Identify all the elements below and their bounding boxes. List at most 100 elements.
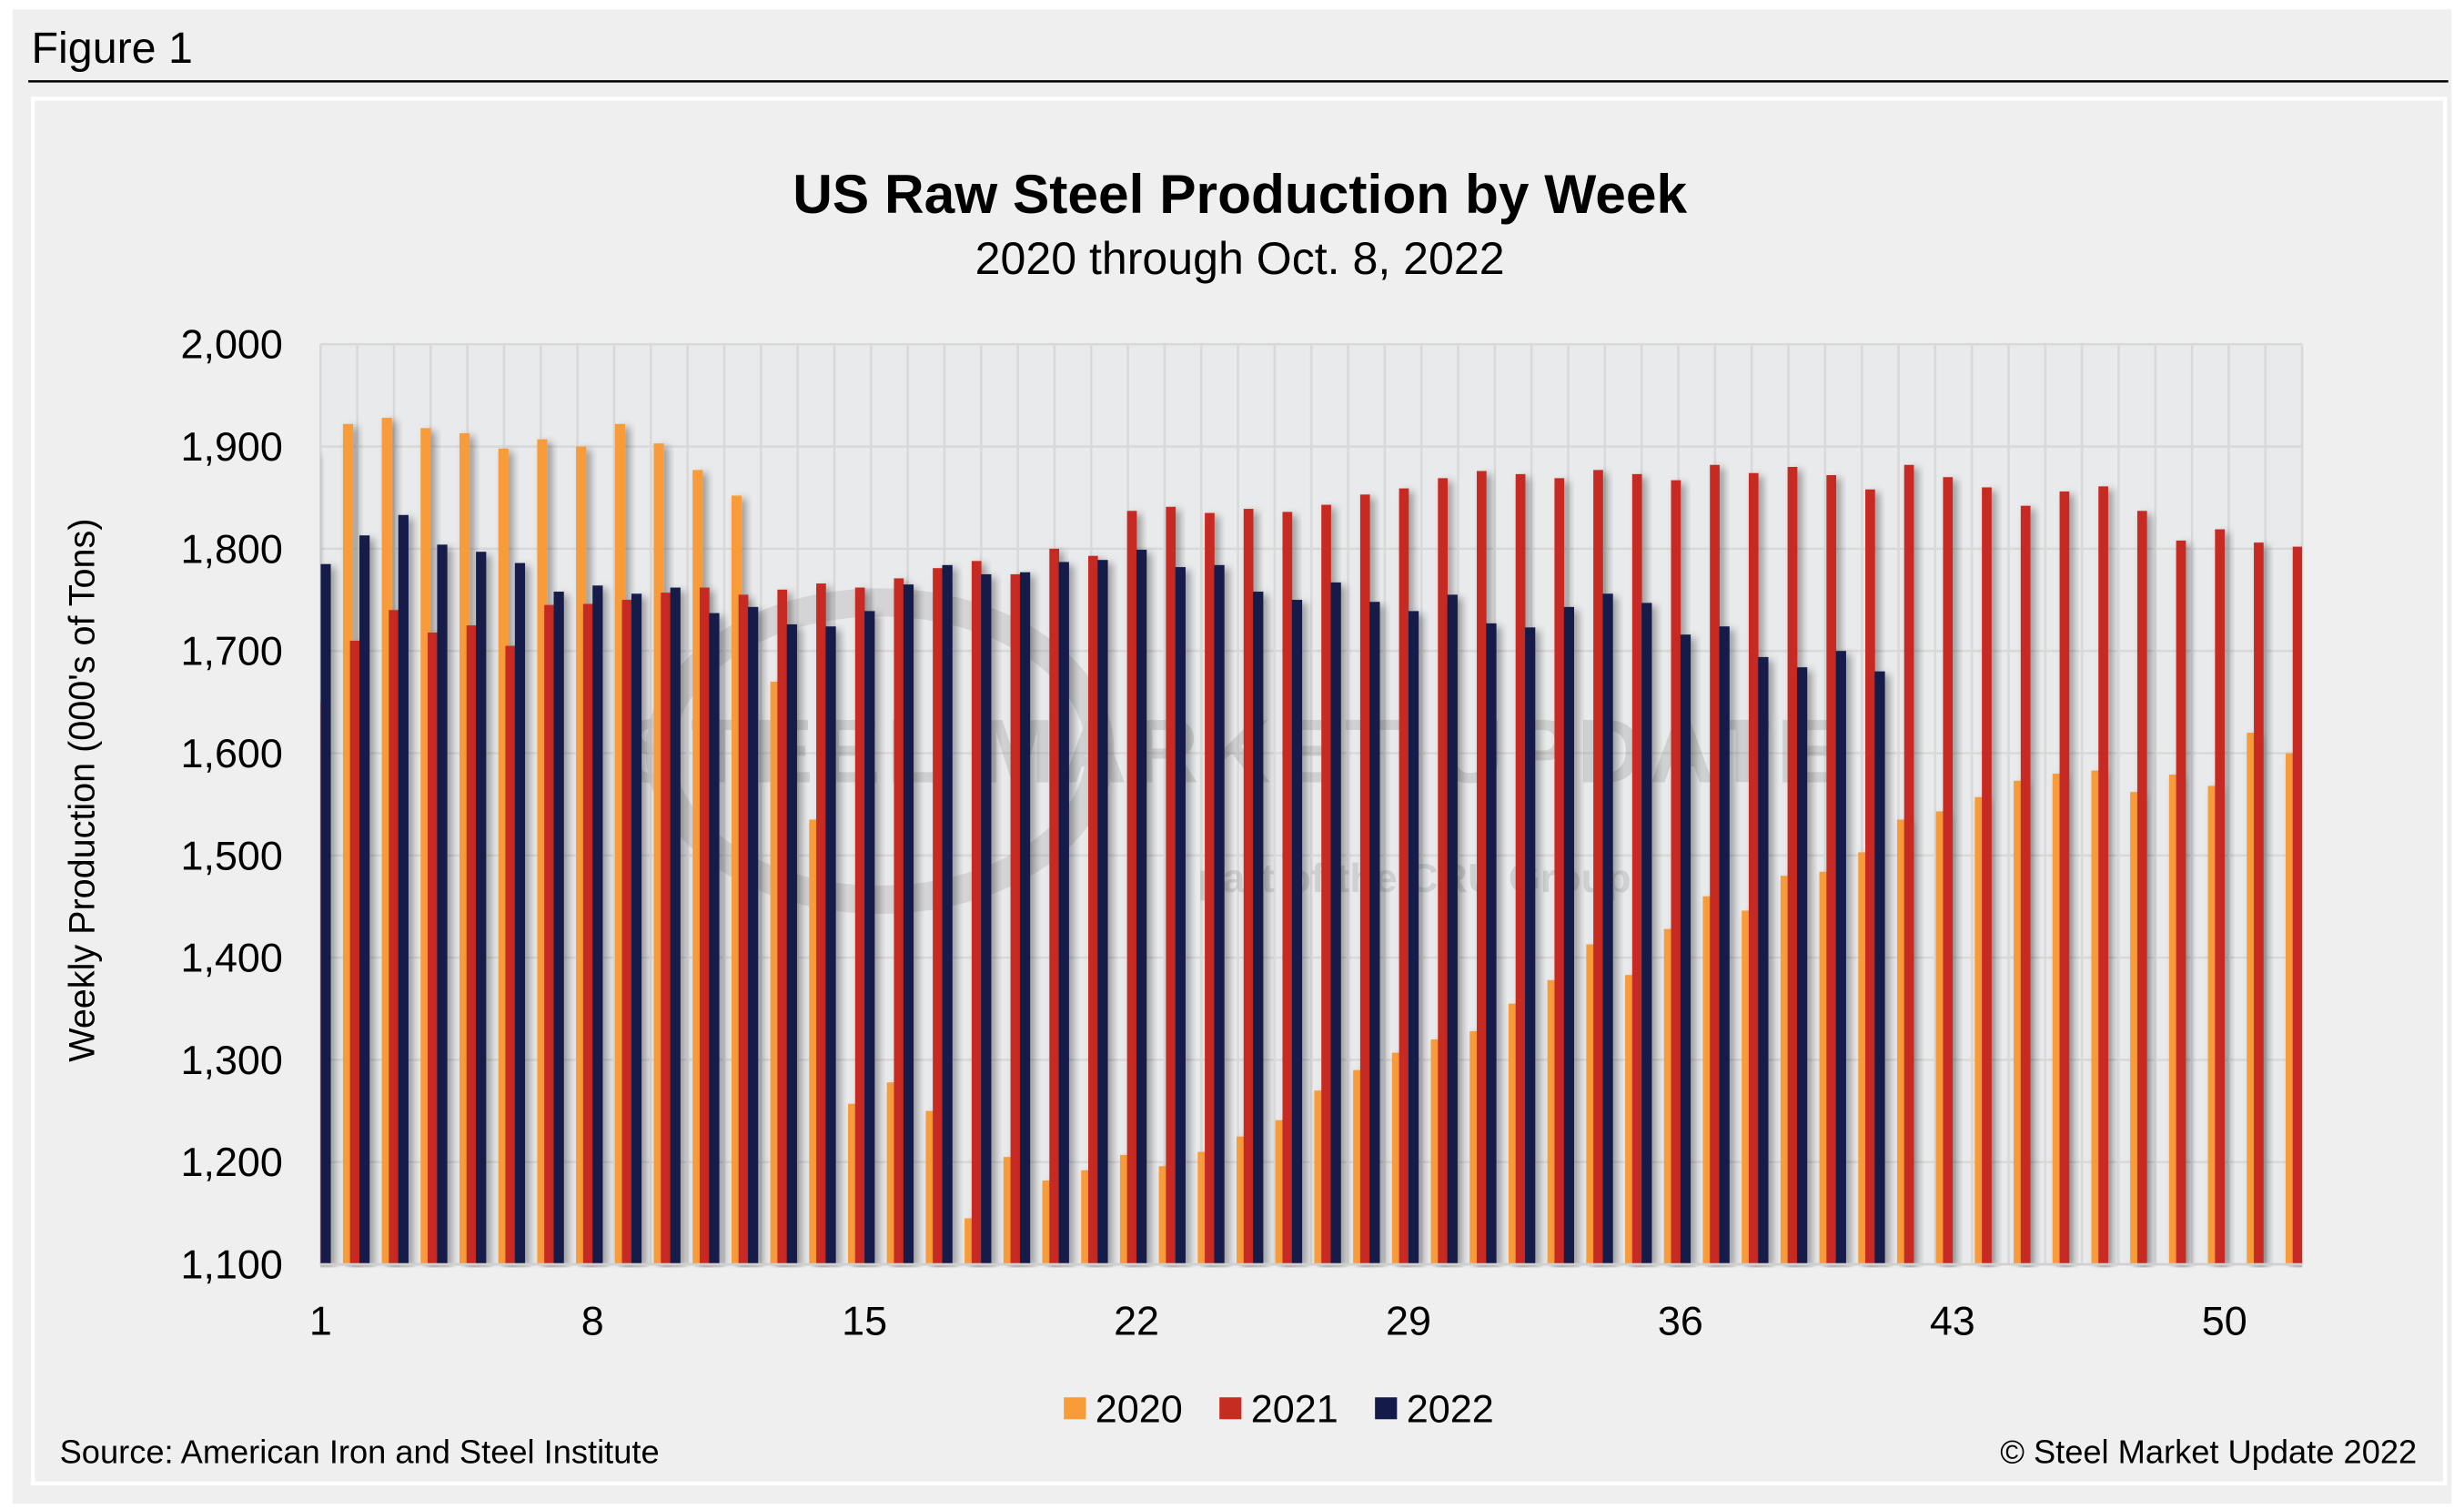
bar-2020-week-22 — [1119, 1154, 1131, 1265]
chart-title: US Raw Steel Production by Week — [793, 163, 1687, 225]
bar-2020-week-36 — [1663, 928, 1674, 1265]
bar-2020-week-29 — [1391, 1052, 1403, 1265]
watermark-text: STEEL MARKET UPDATE — [623, 702, 1843, 803]
y-tick-label: 1,100 — [181, 1242, 283, 1288]
bar-2020-week-6 — [498, 448, 509, 1265]
bar-2021-week-38 — [1748, 472, 1759, 1265]
bar-2021-week-8 — [582, 603, 593, 1265]
source-note: Source: American Iron and Steel Institut… — [60, 1434, 660, 1471]
legend-swatch-2020 — [1064, 1397, 1086, 1420]
bar-2020-week-24 — [1197, 1151, 1208, 1265]
bar-2020-week-19 — [1003, 1157, 1015, 1265]
bar-2021-week-44 — [1982, 487, 1992, 1265]
bar-2021-week-34 — [1593, 470, 1603, 1265]
bar-2020-week-27 — [1314, 1090, 1325, 1265]
bar-2021-week-37 — [1710, 464, 1720, 1265]
x-tick-label: 1 — [309, 1299, 332, 1344]
bar-2021-week-14 — [816, 583, 826, 1265]
x-tick-label: 43 — [1930, 1299, 1975, 1344]
bar-2020-week-26 — [1275, 1120, 1286, 1265]
bar-2022-week-13 — [786, 623, 797, 1265]
bar-2020-week-5 — [459, 432, 470, 1265]
bar-2020-week-4 — [420, 428, 431, 1265]
bar-2022-week-16 — [903, 584, 914, 1265]
bar-2022-week-6 — [514, 562, 526, 1265]
figure-label: Figure 1 — [32, 24, 193, 73]
bar-2022-week-32 — [1525, 627, 1536, 1265]
bar-2020-week-41 — [1858, 852, 1869, 1265]
bar-2021-week-19 — [1010, 573, 1021, 1265]
x-tick-label: 8 — [581, 1299, 604, 1344]
bar-2021-week-52 — [2292, 546, 2303, 1265]
bar-2020-week-11 — [692, 470, 703, 1265]
bar-2020-week-38 — [1742, 910, 1752, 1265]
bar-2021-week-51 — [2254, 542, 2264, 1265]
bar-2021-week-11 — [699, 587, 710, 1265]
bar-2020-week-40 — [1819, 871, 1830, 1265]
bar-2021-week-35 — [1631, 473, 1642, 1265]
y-tick-labels: 1,100 1,200 1,300 1,400 1,500 1,600 1,700 1,800… — [181, 322, 283, 1288]
y-tick-label: 1,200 — [181, 1140, 283, 1185]
legend-label-2020: 2020 — [1096, 1388, 1183, 1432]
bar-2020-week-52 — [2285, 753, 2297, 1265]
bar-2020-week-42 — [1896, 819, 1908, 1265]
bar-2020-week-49 — [2168, 775, 2180, 1265]
y-tick-label: 1,900 — [181, 424, 283, 470]
bar-2020-week-25 — [1237, 1136, 1247, 1265]
bar-2021-week-46 — [2059, 491, 2070, 1265]
legend: 2020 2021 2022 — [1064, 1388, 1494, 1432]
bar-2021-week-28 — [1359, 494, 1370, 1265]
horizontal-gridlines — [320, 342, 2303, 1266]
y-tick-label: 1,300 — [181, 1038, 283, 1083]
bar-2021-week-47 — [2098, 486, 2108, 1265]
bars — [320, 418, 2303, 1265]
bar-2022-week-41 — [1874, 671, 1885, 1265]
legend-label-2022: 2022 — [1407, 1388, 1494, 1432]
bar-2021-week-31 — [1477, 471, 1487, 1265]
bar-2020-week-20 — [1042, 1180, 1053, 1265]
bar-2020-week-50 — [2207, 785, 2218, 1265]
bar-2021-week-40 — [1826, 474, 1837, 1265]
bar-2021-week-32 — [1515, 473, 1526, 1265]
bar-2020-week-37 — [1702, 896, 1713, 1265]
bar-2021-week-48 — [2136, 511, 2147, 1265]
bar-2022-week-30 — [1447, 594, 1458, 1265]
bar-2020-week-47 — [2091, 770, 2102, 1265]
bar-2021-week-29 — [1399, 488, 1409, 1265]
bar-2021-week-39 — [1787, 467, 1798, 1265]
bar-2022-week-11 — [709, 613, 720, 1265]
y-tick-label: 1,700 — [181, 629, 283, 674]
bar-2021-week-15 — [854, 587, 865, 1265]
x-tick-label: 29 — [1386, 1299, 1431, 1344]
bar-2021-week-26 — [1282, 512, 1293, 1265]
bar-2021-week-50 — [2215, 529, 2226, 1265]
bar-2020-week-2 — [342, 423, 354, 1265]
bar-2022-week-34 — [1602, 593, 1613, 1265]
bar-2021-week-5 — [466, 625, 477, 1265]
bar-2022-week-36 — [1680, 634, 1691, 1265]
bar-2022-week-26 — [1291, 600, 1303, 1265]
bar-2022-week-25 — [1253, 592, 1264, 1265]
bar-2021-week-45 — [2020, 505, 2031, 1265]
bar-2021-week-22 — [1126, 511, 1137, 1265]
bar-2021-week-30 — [1438, 478, 1449, 1265]
bar-2021-week-6 — [505, 645, 516, 1265]
bar-2022-week-29 — [1408, 611, 1419, 1265]
y-tick-label: 1,500 — [181, 833, 283, 878]
bar-2020-week-14 — [809, 819, 820, 1265]
bar-2022-week-22 — [1136, 549, 1147, 1265]
bar-2021-week-16 — [894, 578, 904, 1265]
bar-2020-week-28 — [1353, 1069, 1364, 1265]
bar-2021-week-42 — [1904, 464, 1914, 1265]
y-axis-label: Weekly Production (000's of Tons) — [63, 519, 103, 1062]
y-tick-label: 1,600 — [181, 731, 283, 776]
bar-2022-week-37 — [1719, 626, 1730, 1265]
bar-2022-week-31 — [1486, 623, 1497, 1265]
bar-2020-week-9 — [614, 423, 626, 1265]
bar-2021-week-9 — [621, 600, 632, 1265]
bar-2022-week-21 — [1097, 560, 1108, 1265]
bar-2022-week-9 — [631, 593, 642, 1265]
bar-2022-week-20 — [1058, 562, 1069, 1265]
bar-2021-week-4 — [428, 632, 438, 1265]
bar-2022-week-40 — [1835, 651, 1846, 1265]
